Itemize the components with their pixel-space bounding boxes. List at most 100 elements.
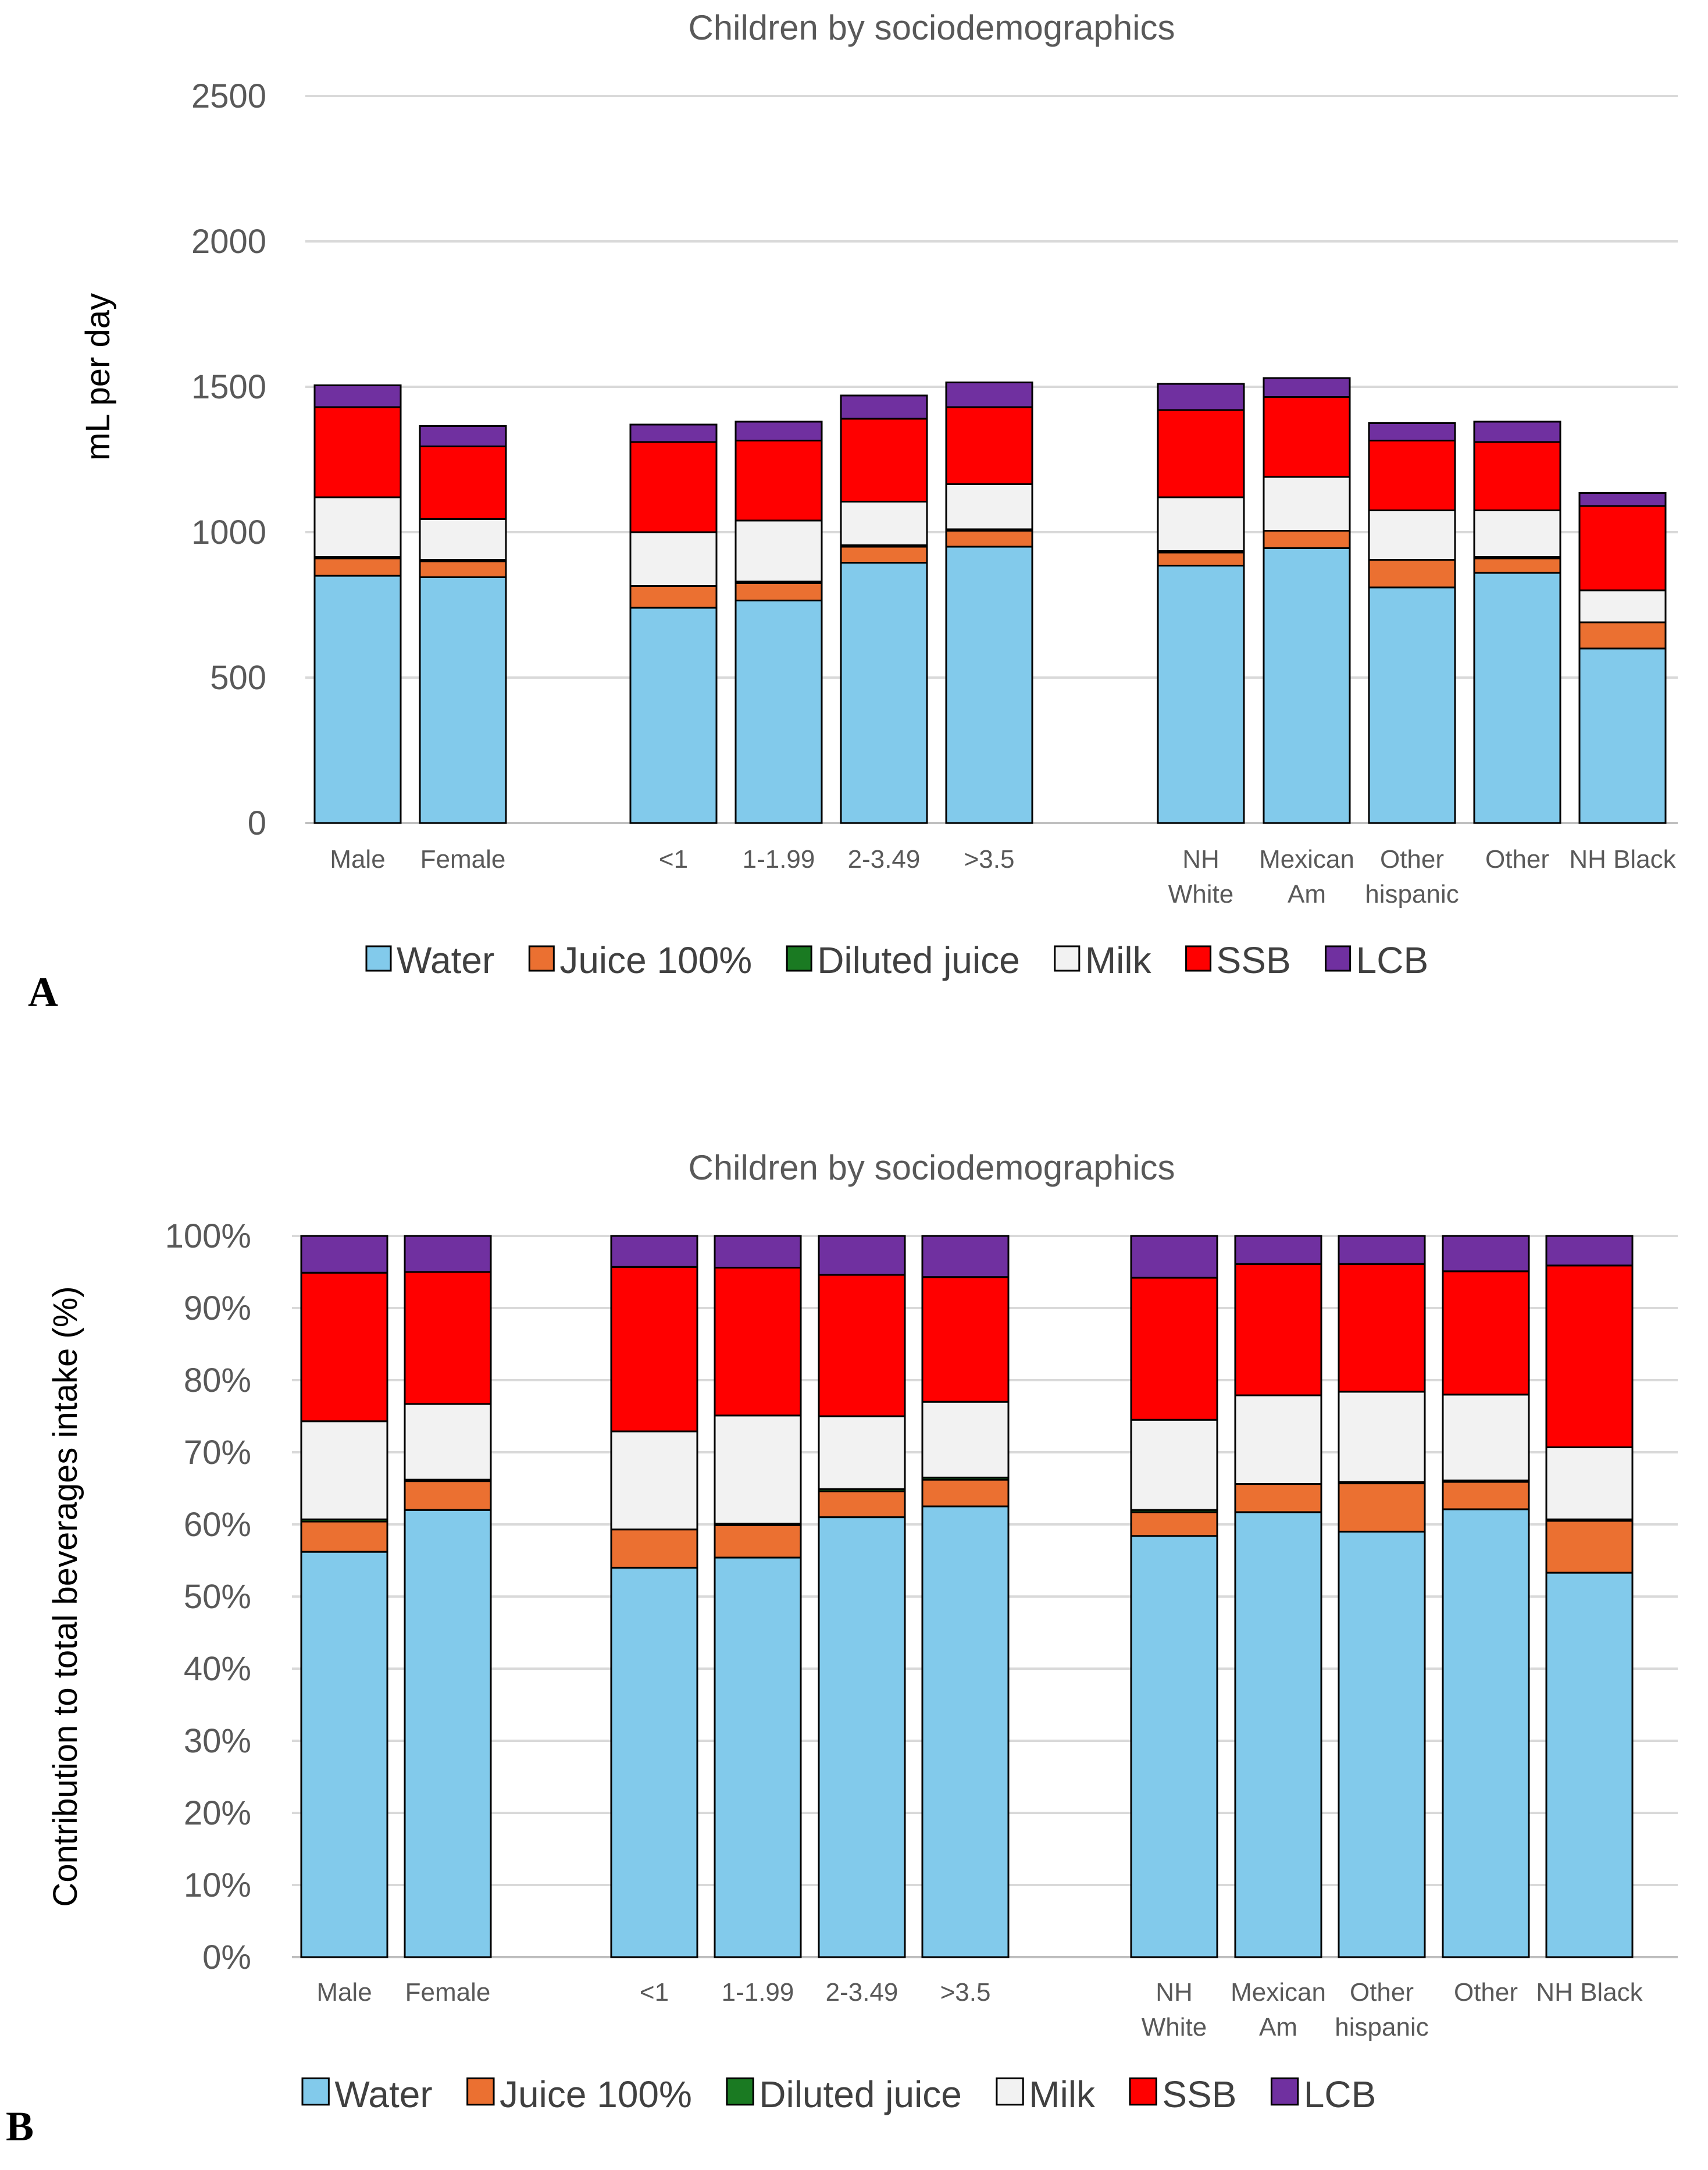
legend-swatch [1185, 945, 1212, 972]
bar-segment-lcb [419, 425, 507, 447]
x-tick-label: NH Black [1569, 845, 1676, 874]
bar-segment-lcb [818, 1235, 906, 1276]
legend-swatch [528, 945, 555, 972]
bar-segment-ssb [945, 406, 1033, 485]
bar-segment-lcb [945, 382, 1033, 408]
x-tick-label: Male [330, 845, 385, 874]
y-tick-label: 40% [184, 1650, 251, 1688]
y-tick-label: 0% [202, 1939, 251, 1976]
bar-stack [1234, 1235, 1322, 1958]
legend-swatch [1129, 2077, 1157, 2106]
bar-segment-juice-100 [921, 1478, 1010, 1508]
bar-segment-ssb [404, 1271, 492, 1405]
x-tick-label: >3.5 [964, 845, 1015, 874]
bar-segment-lcb [300, 1235, 388, 1274]
bar-segment-lcb [629, 423, 718, 443]
bar-segment-water [419, 576, 507, 824]
bar-segment-milk [1157, 496, 1245, 552]
bar-stack [921, 1235, 1010, 1958]
legend-label: SSB [1162, 2073, 1236, 2115]
x-tick-label: Other [1350, 1978, 1414, 2007]
bar-segment-ssb [714, 1267, 802, 1417]
legend-label: Juice 100% [500, 2073, 692, 2115]
x-tick-label: Female [420, 845, 506, 874]
y-axis-label: Contribution to total beverages intake (… [47, 1286, 84, 1907]
bar-segment-juice-100 [404, 1480, 492, 1511]
bar-segment-ssb [1442, 1270, 1530, 1396]
x-tick-label: NH [1156, 1978, 1193, 2007]
legend-swatch [1325, 945, 1352, 972]
bar-stack [404, 1235, 492, 1958]
legend-item: SSB [1129, 2073, 1236, 2115]
chart-title: Children by sociodemographics [688, 8, 1175, 47]
legend-item: Milk [996, 2073, 1096, 2115]
bar-segment-juice-100 [629, 585, 718, 609]
bar-segment-water [610, 1566, 698, 1958]
bar-stack [734, 421, 823, 824]
bar-segment-juice-100 [1263, 530, 1351, 549]
bar-stack [1338, 1235, 1426, 1958]
legend-swatch [1054, 945, 1081, 972]
legend-item: Diluted juice [786, 939, 1020, 981]
bar-stack [840, 394, 928, 824]
bar-segment-lcb [734, 421, 823, 441]
bar-segment-lcb [1368, 422, 1456, 441]
panel-label: A [28, 969, 58, 1015]
bar-stack [629, 423, 718, 824]
x-tick-label: Other [1454, 1978, 1518, 2007]
x-tick-label: 2-3.49 [848, 845, 921, 874]
bar-segment-milk [734, 519, 823, 583]
legend-label: Milk [1085, 939, 1152, 981]
y-tick-label: 0 [248, 804, 266, 842]
bar-segment-lcb [313, 384, 402, 408]
bar-segment-lcb [1263, 377, 1351, 398]
bar-segment-ssb [313, 406, 402, 498]
legend-label: Water [397, 939, 494, 981]
bar-segment-milk [313, 496, 402, 558]
bar-segment-milk [300, 1420, 388, 1520]
y-tick-label: 80% [184, 1362, 251, 1399]
bar-segment-ssb [629, 441, 718, 533]
bar-segment-ssb [610, 1266, 698, 1433]
x-tick-label: hispanic [1335, 2013, 1428, 2041]
bar-segment-juice-100 [1368, 559, 1456, 589]
bar-segment-milk [818, 1415, 906, 1490]
bar-segment-milk [419, 518, 507, 561]
bar-stack [1545, 1235, 1634, 1958]
bar-segment-water [1473, 572, 1561, 824]
bar-segment-juice-100 [945, 530, 1033, 548]
y-tick-label: 30% [184, 1722, 251, 1760]
y-tick-label: 100% [165, 1217, 251, 1255]
y-tick-label: 90% [184, 1289, 251, 1327]
bar-segment-water [629, 607, 718, 824]
bar-stack [1368, 422, 1456, 824]
bar-segment-milk [1578, 589, 1667, 623]
x-tick-label: White [1168, 880, 1233, 908]
legend-swatch [466, 2077, 495, 2106]
legend-swatch [1270, 2077, 1299, 2106]
panel-label: B [6, 2103, 34, 2150]
bar-segment-ssb [1234, 1263, 1322, 1396]
bar-segment-water [300, 1551, 388, 1958]
bar-segment-milk [1263, 476, 1351, 532]
legend-label: Milk [1029, 2073, 1096, 2115]
bar-segment-ssb [734, 440, 823, 522]
bar-segment-ssb [419, 446, 507, 520]
bar-segment-ssb [818, 1274, 906, 1417]
bar-segment-ssb [1368, 440, 1456, 511]
bar-segment-lcb [1442, 1235, 1530, 1273]
x-tick-label: <1 [659, 845, 688, 874]
legend: Water Juice 100% Diluted juice Milk SSB LCB [301, 2073, 1376, 2115]
bar-segment-juice-100 [300, 1520, 388, 1553]
bar-segment-water [1368, 586, 1456, 824]
bar-segment-lcb [921, 1235, 1010, 1278]
bar-segment-lcb [404, 1235, 492, 1273]
bar-segment-juice-100 [1338, 1482, 1426, 1533]
bar-segment-water [1578, 647, 1667, 824]
bar-segment-water [714, 1556, 802, 1958]
bar-segment-milk [1338, 1391, 1426, 1483]
bar-segment-ssb [1473, 441, 1561, 511]
bar-segment-juice-100 [1157, 551, 1245, 566]
bar-segment-juice-100 [1578, 621, 1667, 650]
bar-segment-lcb [1157, 383, 1245, 411]
